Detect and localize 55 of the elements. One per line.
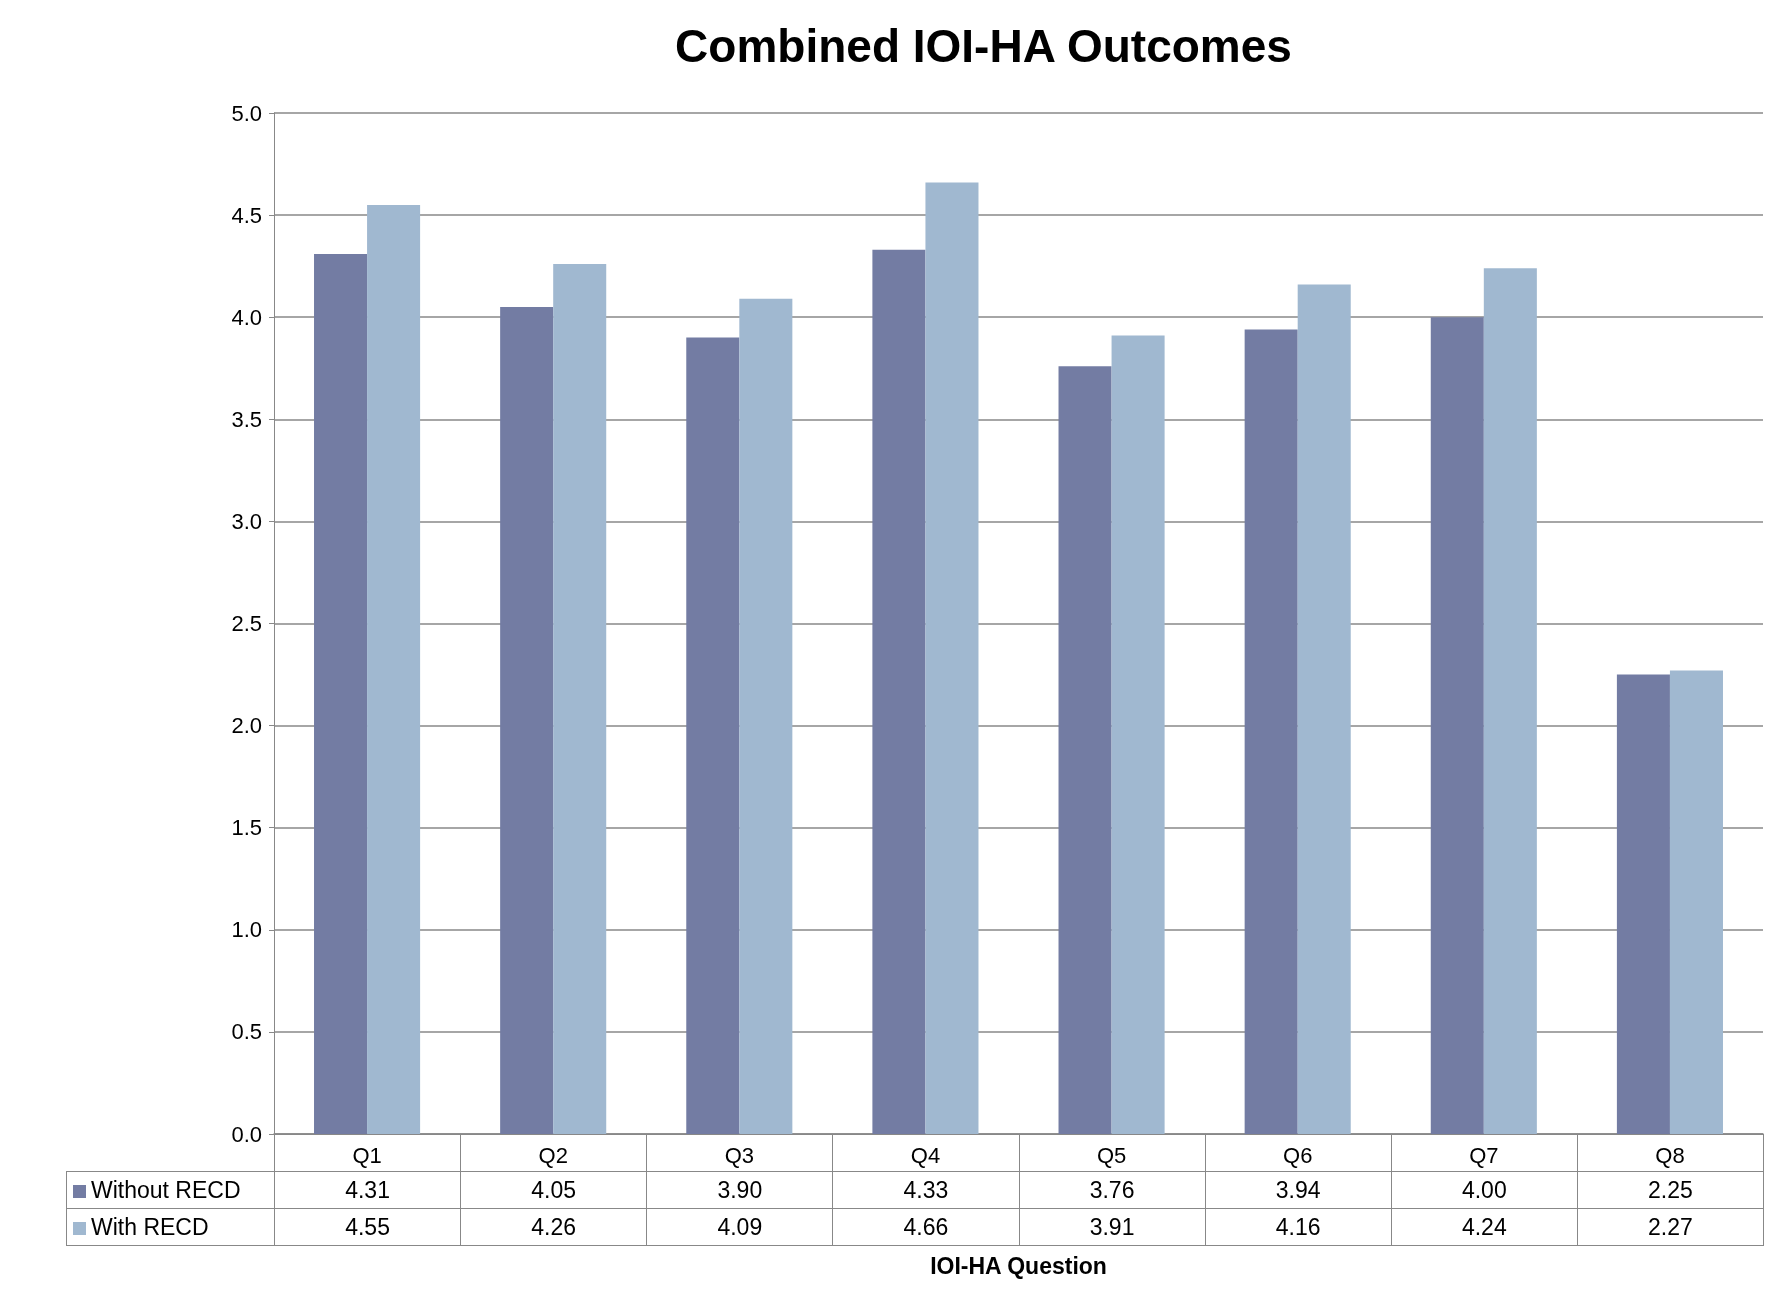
bar [1244, 329, 1298, 1134]
y-tick-label: 1.0 [231, 917, 262, 943]
data-label: 4.16 [1205, 1208, 1392, 1246]
y-tick-label: 0.0 [231, 1121, 262, 1147]
x-tick-label: Q2 [538, 1142, 568, 1168]
chart-title: Combined IOI-HA Outcomes [675, 20, 1292, 72]
y-tick-label: 5.0 [231, 100, 262, 126]
data-label: 2.27 [1577, 1208, 1764, 1246]
y-tick-label: 4.0 [231, 304, 262, 330]
data-label: 4.26 [460, 1208, 647, 1246]
data-label: 3.76 [1019, 1171, 1206, 1209]
data-label: 4.09 [646, 1208, 833, 1246]
data-label: 4.24 [1391, 1208, 1578, 1246]
x-tick-label: Q7 [1469, 1142, 1499, 1168]
x-tick-label: Q3 [724, 1142, 754, 1168]
data-label: 4.31 [274, 1171, 461, 1209]
y-tick-label: 3.0 [231, 508, 262, 534]
data-label: 4.33 [832, 1171, 1019, 1209]
bar [925, 182, 979, 1134]
y-tick-label: 3.5 [231, 406, 262, 432]
legend-label: Without RECD [66, 1171, 275, 1209]
y-tick-label: 4.5 [231, 202, 262, 228]
data-label: 3.94 [1205, 1171, 1392, 1209]
y-tick-label: 2.0 [231, 713, 262, 739]
bar [314, 253, 368, 1134]
data-label: 4.00 [1391, 1171, 1578, 1209]
bar [1616, 674, 1670, 1134]
legend-label: With RECD [66, 1208, 275, 1246]
bar [1058, 366, 1112, 1134]
bar [1483, 268, 1537, 1134]
y-tick-label: 2.5 [231, 611, 262, 636]
x-tick-label: Q5 [1096, 1142, 1127, 1168]
bar [1297, 284, 1351, 1134]
data-label: 2.25 [1577, 1171, 1764, 1209]
bar [686, 337, 740, 1134]
data-label: 4.05 [460, 1171, 647, 1209]
x-tick-label: Q4 [910, 1142, 941, 1168]
bar [1430, 317, 1484, 1134]
bar [1111, 335, 1165, 1134]
x-tick-label: Q8 [1655, 1142, 1685, 1168]
x-axis-title: IOI-HA Question [930, 1252, 1107, 1279]
data-label: 3.91 [1019, 1208, 1206, 1246]
bar [1669, 670, 1723, 1134]
bar [367, 204, 421, 1134]
bar [872, 249, 926, 1134]
y-tick-label: 0.5 [231, 1019, 262, 1045]
bar [500, 306, 554, 1134]
bar [553, 264, 607, 1134]
x-tick-label: Q6 [1283, 1142, 1313, 1168]
data-label: 3.90 [646, 1171, 833, 1209]
y-tick-label: 1.5 [231, 815, 262, 841]
x-tick-label: Q1 [352, 1142, 382, 1168]
data-label: 4.55 [274, 1208, 461, 1246]
bar [739, 298, 793, 1134]
data-label: 4.66 [832, 1208, 1019, 1246]
